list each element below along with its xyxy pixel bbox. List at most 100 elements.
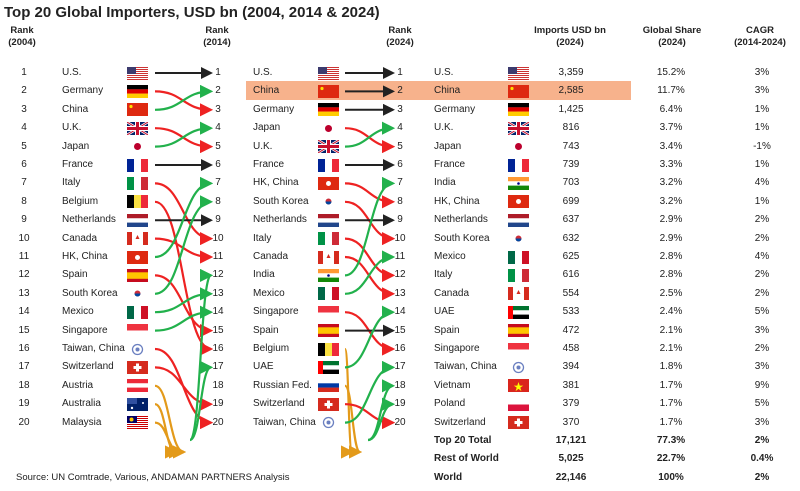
total-share: 100% bbox=[658, 471, 684, 483]
country-2024-name: Canada bbox=[434, 287, 470, 299]
total-cagr: 2% bbox=[754, 471, 770, 483]
flag-de-icon bbox=[508, 103, 529, 117]
country-2014-name: Netherlands bbox=[253, 214, 307, 226]
rank-2004-number: 10 bbox=[18, 232, 30, 244]
rank-2014-2024-down-arrow bbox=[344, 403, 396, 430]
share-value: 2.8% bbox=[659, 269, 683, 281]
flag-us-icon bbox=[318, 66, 339, 80]
share-value: 3.2% bbox=[659, 195, 683, 207]
country-2024-name: South Korea bbox=[434, 232, 490, 244]
imports-value: 632 bbox=[562, 232, 580, 244]
flag-sg-icon bbox=[318, 305, 339, 319]
rank-2004-number: 4 bbox=[21, 122, 27, 134]
country-2024-name: China bbox=[434, 85, 461, 97]
flag-tw-icon bbox=[322, 416, 335, 429]
flag-nl-icon bbox=[127, 213, 148, 227]
imports-value: 370 bbox=[562, 416, 580, 428]
share-value: 2.5% bbox=[659, 287, 683, 299]
country-2024-name: Switzerland bbox=[434, 416, 486, 428]
header-cagr: CAGR (2014-2024) bbox=[734, 25, 786, 48]
rank-2024-number: 10 bbox=[394, 232, 406, 244]
flag-be-icon bbox=[318, 342, 339, 356]
imports-value: 625 bbox=[562, 251, 580, 262]
flag-fr-icon bbox=[508, 158, 529, 172]
rank-2004-number: 11 bbox=[18, 251, 30, 262]
country-2024-name: Spain bbox=[434, 324, 460, 336]
country-2014-name: China bbox=[253, 85, 280, 97]
rank-2014-number: 2 bbox=[215, 85, 221, 97]
country-2024-name: U.S. bbox=[434, 67, 454, 78]
header-rank-2004: Rank (2004) bbox=[8, 25, 36, 48]
flag-ae-icon bbox=[318, 360, 339, 374]
country-2004-name: Switzerland bbox=[62, 361, 114, 373]
country-2014-name: U.K. bbox=[253, 140, 273, 152]
cagr-value: 2% bbox=[754, 343, 770, 354]
country-2004-name: South Korea bbox=[62, 287, 118, 299]
rank-2024-number: 7 bbox=[397, 177, 403, 189]
rank-2014-number: 18 bbox=[212, 379, 224, 391]
rank-2004-2014-up-arrow bbox=[154, 195, 214, 295]
country-2004-name: China bbox=[62, 103, 89, 115]
rank-2004-number: 12 bbox=[18, 269, 30, 281]
flag-hk-icon bbox=[127, 250, 148, 264]
country-2014-name: Japan bbox=[253, 122, 281, 134]
rank-2004-2014-up-arrow bbox=[154, 176, 214, 259]
imports-value: 816 bbox=[562, 122, 580, 134]
cagr-value: 3% bbox=[754, 361, 770, 373]
rank-2014-number: 10 bbox=[212, 232, 224, 244]
rank-2004-number: 7 bbox=[21, 177, 27, 189]
cagr-value: 1% bbox=[754, 195, 770, 207]
rank-2024-entry-arrow bbox=[367, 379, 396, 442]
flag-sg-icon bbox=[127, 324, 148, 338]
rank-2024-number: 19 bbox=[394, 398, 406, 410]
cagr-value: 1% bbox=[754, 122, 770, 134]
country-2004-name: Mexico bbox=[62, 306, 94, 318]
rank-2014-2024-down-arrow bbox=[344, 237, 396, 282]
header-share: Global Share (2024) bbox=[642, 25, 702, 48]
cagr-value: 3% bbox=[754, 416, 770, 428]
flag-it-icon bbox=[318, 232, 339, 246]
rank-2014-number: 14 bbox=[212, 306, 224, 318]
country-2004-name: HK, China bbox=[62, 251, 108, 262]
flag-de-icon bbox=[318, 103, 339, 117]
flag-kr-icon bbox=[318, 195, 339, 209]
country-2024-name: India bbox=[434, 177, 456, 189]
source-note: Source: UN Comtrade, Various, ANDAMAN PA… bbox=[16, 472, 290, 483]
country-2014-name: Spain bbox=[253, 324, 279, 336]
country-2014-name: Taiwan, China bbox=[253, 416, 316, 428]
flag-gb-icon bbox=[508, 121, 529, 135]
cagr-value: 1% bbox=[754, 159, 770, 170]
total-share: 77.3% bbox=[656, 435, 686, 446]
rank-2014-number: 11 bbox=[212, 251, 224, 262]
country-2014-name: Canada bbox=[253, 251, 289, 262]
share-value: 2.4% bbox=[659, 306, 683, 318]
rank-2004-2014-out-arrow bbox=[154, 421, 183, 459]
flag-mx-icon bbox=[508, 250, 529, 264]
imports-value: 637 bbox=[562, 214, 580, 226]
country-2004-name: Italy bbox=[62, 177, 81, 189]
flag-sg-icon bbox=[508, 342, 529, 356]
rank-2024-number: 5 bbox=[397, 140, 403, 152]
share-value: 3.7% bbox=[659, 122, 683, 134]
country-2004-name: Belgium bbox=[62, 195, 99, 207]
rank-2014-number: 19 bbox=[212, 398, 224, 410]
rank-2014-number: 16 bbox=[212, 343, 224, 354]
imports-value: 703 bbox=[562, 177, 580, 189]
country-2004-name: Canada bbox=[62, 232, 98, 244]
country-2024-name: UAE bbox=[434, 306, 455, 318]
rank-2004-number: 16 bbox=[18, 343, 30, 354]
rank-2004-2014-down-arrow bbox=[154, 366, 214, 411]
rank-2024-number: 8 bbox=[397, 195, 403, 207]
rank-2014-2024-out-arrow bbox=[343, 384, 363, 459]
total-imports: 17,121 bbox=[555, 435, 587, 446]
flag-nl-icon bbox=[508, 213, 529, 227]
country-2014-name: U.S. bbox=[253, 67, 273, 78]
country-2004-name: Singapore bbox=[62, 324, 108, 336]
flag-ca-icon bbox=[127, 232, 148, 246]
rank-2014-entry-arrow bbox=[188, 268, 214, 442]
share-value: 2.9% bbox=[659, 232, 683, 244]
imports-value: 379 bbox=[562, 398, 580, 410]
rank-2014-2024-down-arrow bbox=[344, 182, 396, 209]
rank-2024-number: 9 bbox=[397, 214, 403, 226]
